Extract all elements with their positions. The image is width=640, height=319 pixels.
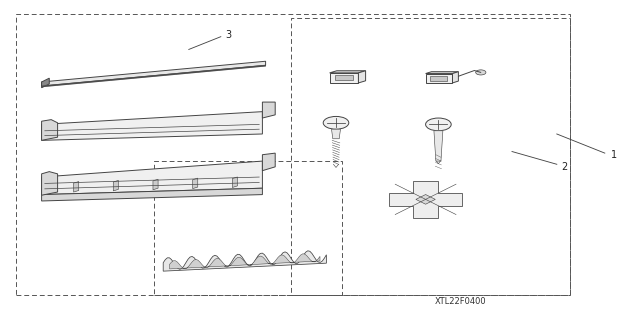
Polygon shape: [153, 179, 158, 190]
Polygon shape: [113, 181, 118, 191]
Circle shape: [426, 118, 451, 131]
Polygon shape: [389, 181, 463, 218]
Bar: [154, 161, 342, 295]
Polygon shape: [262, 102, 275, 118]
Polygon shape: [262, 153, 275, 171]
Polygon shape: [42, 65, 266, 87]
Bar: [291, 18, 570, 295]
Bar: [330, 73, 358, 83]
Polygon shape: [330, 71, 365, 73]
Polygon shape: [42, 61, 266, 86]
Polygon shape: [42, 120, 58, 140]
Text: 3: 3: [225, 30, 232, 40]
Polygon shape: [358, 71, 365, 83]
Polygon shape: [232, 177, 237, 188]
Polygon shape: [434, 131, 443, 161]
Text: 2: 2: [561, 161, 568, 172]
Bar: [430, 76, 447, 80]
Polygon shape: [42, 172, 58, 195]
Polygon shape: [42, 112, 262, 140]
Polygon shape: [416, 195, 435, 204]
Polygon shape: [332, 129, 340, 139]
Bar: [426, 74, 452, 83]
Polygon shape: [170, 254, 320, 269]
Polygon shape: [42, 161, 262, 195]
Bar: [335, 75, 353, 80]
Text: 1: 1: [611, 150, 618, 160]
Polygon shape: [42, 188, 262, 201]
Circle shape: [476, 70, 486, 75]
Polygon shape: [42, 78, 49, 88]
Polygon shape: [426, 72, 458, 74]
Polygon shape: [452, 72, 458, 83]
Polygon shape: [74, 182, 79, 192]
Circle shape: [323, 116, 349, 129]
Polygon shape: [163, 251, 326, 271]
Text: XTL22F0400: XTL22F0400: [435, 297, 486, 306]
Polygon shape: [193, 178, 198, 189]
Bar: [16, 14, 570, 295]
